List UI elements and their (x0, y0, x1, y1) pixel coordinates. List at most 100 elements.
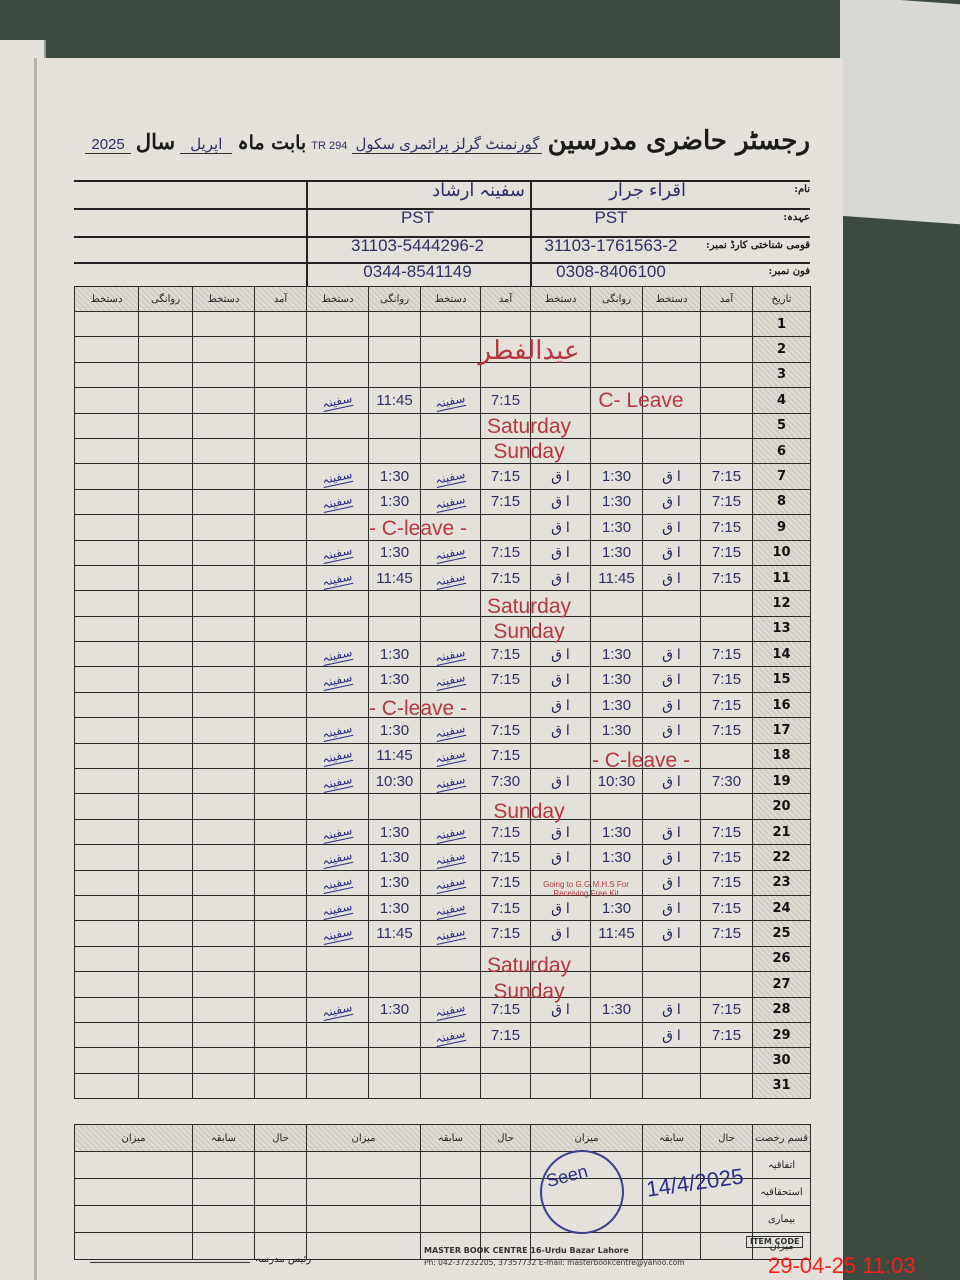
teacher-3-cell (138, 818, 193, 846)
teacher-1-arrival (700, 793, 753, 820)
teacher-1-departure (590, 1021, 643, 1049)
summary-cell (700, 1232, 753, 1260)
teacher-2-signature: سفینہ (321, 670, 354, 692)
teacher-2-departure-signature: سفینہ (306, 742, 369, 770)
teacher-1-departure-signature: ا ق (530, 666, 591, 693)
teacher-3-cell (74, 1072, 139, 1100)
teacher-2-signature: سفینہ (434, 873, 467, 895)
teacher-1-departure: 1:30 (590, 463, 643, 490)
month-value: اپریل (180, 136, 233, 154)
teacher-3-cell (192, 564, 255, 592)
teacher-1-arrival (700, 412, 753, 439)
summary-teacher-2-total: میزان (306, 1124, 421, 1152)
teacher-2-arrival-signature: سفینہ (420, 463, 481, 490)
teacher-1-departure-signature (530, 615, 591, 643)
teacher-1-departure-signature (530, 590, 591, 617)
teacher-1-name: اقراء جرار (609, 180, 686, 200)
table-row: سفینہ 11:45 سفینہ 7:15 ا ق 11:45 ا ق 7:15 25 (74, 920, 811, 947)
teacher-2-departure-signature: سفینہ (306, 641, 369, 668)
teacher-1-arrival-signature (642, 437, 701, 465)
teacher-3-cell (74, 463, 139, 490)
teacher-3-cell (138, 920, 193, 947)
teacher-2-signature: سفینہ (434, 543, 467, 565)
table-row: سفینہ 1:30 سفینہ 7:15 ا ق 1:30 ا ق 7:15 21 (74, 818, 811, 846)
teacher-2-signature: سفینہ (434, 746, 467, 768)
teacher-3-cell (74, 768, 139, 795)
teacher-2-arrival-signature: سفینہ (420, 641, 481, 668)
teacher-1-signature: ا ق (551, 772, 570, 789)
teacher-3-cell (192, 691, 255, 719)
teacher-2-arrival: 7:15 (480, 564, 531, 592)
photo-timestamp: 29-04-25 11:03 (768, 1253, 916, 1278)
teacher-2-departure: 1:30 (368, 641, 421, 668)
label-phone: فون نمبر: (768, 266, 810, 277)
teacher-1-signature: ا ق (551, 823, 570, 840)
column-header-signature: دستخط (642, 286, 701, 312)
teacher-2-signature: سفینہ (321, 847, 354, 869)
date-cell: 2 (752, 336, 811, 363)
teacher-3-cell (192, 514, 255, 541)
date-cell: 31 (752, 1072, 811, 1100)
teacher-3-cell (138, 514, 193, 541)
teacher-1-departure-signature (530, 387, 591, 414)
teacher-2-arrival-signature: سفینہ (420, 488, 481, 516)
year-value: 2025 (85, 136, 131, 154)
teacher-2-arrival (480, 945, 531, 973)
summary-cell (74, 1232, 193, 1260)
teacher-1-departure: 1:30 (590, 691, 643, 719)
summary-cell (480, 1232, 531, 1260)
teacher-3-cell (74, 818, 139, 846)
teacher-1-signature: ا ق (662, 848, 681, 865)
teacher-3-cell (74, 666, 139, 693)
teacher-2-signature: سفینہ (321, 644, 354, 666)
teacher-1-departure-signature (530, 1072, 591, 1100)
date-cell: 13 (752, 615, 811, 643)
date-cell: 25 (752, 920, 811, 947)
teacher-2-departure (368, 361, 421, 389)
teacher-2-arrival: 7:15 (480, 869, 531, 896)
teacher-1-departure (590, 869, 643, 896)
teacher-3-cell (254, 971, 307, 998)
teacher-2-signature: سفینہ (434, 1025, 467, 1047)
teacher-3-cell (192, 844, 255, 871)
summary-cell (530, 1151, 643, 1179)
teacher-1-departure-signature (530, 793, 591, 820)
teacher-2-departure-signature: سفینہ (306, 996, 369, 1023)
date-cell: 1 (752, 310, 811, 338)
teacher-2-arrival: 7:15 (480, 387, 531, 414)
teacher-2-departure (368, 412, 421, 439)
teacher-1-arrival: 7:15 (700, 996, 753, 1023)
column-header-signature: دستخط (530, 286, 591, 312)
teacher-2-signature: سفینہ (321, 390, 354, 412)
teacher-1-arrival-signature (642, 945, 701, 973)
teacher-3-cell (138, 1072, 193, 1100)
teacher-1-arrival: 7:15 (700, 1021, 753, 1049)
teacher-2-arrival-signature (420, 336, 481, 363)
info-divider (306, 180, 308, 286)
teacher-2-arrival (480, 793, 531, 820)
summary-cell (642, 1205, 701, 1233)
summary-cell (480, 1151, 531, 1179)
summary-row: بیماری (74, 1205, 811, 1233)
table-row: سفینہ 1:30 سفینہ 7:15 ا ق 7:15 23 (74, 869, 811, 896)
date-cell: 12 (752, 590, 811, 617)
teacher-3-cell (74, 945, 139, 973)
teacher-3-cell (74, 488, 139, 516)
teacher-1-departure-signature: ا ق (530, 564, 591, 592)
summary-cell (74, 1151, 193, 1179)
teacher-2-arrival-signature (420, 590, 481, 617)
teacher-1-signature: ا ق (662, 468, 681, 485)
teacher-1-departure: 1:30 (590, 539, 643, 566)
info-rule (74, 236, 810, 238)
teacher-3-cell (138, 310, 193, 338)
date-cell: 8 (752, 488, 811, 516)
summary-teacher-3-previous: سابقہ (192, 1124, 255, 1152)
teacher-1-arrival-signature: ا ق (642, 1021, 701, 1049)
teacher-1-arrival (700, 310, 753, 338)
info-divider (530, 180, 532, 286)
teacher-1-arrival-signature (642, 412, 701, 439)
table-row: سفینہ 11:45 سفینہ 7:15 4 (74, 387, 811, 414)
teacher-3-cell (192, 793, 255, 820)
date-cell: 9 (752, 514, 811, 541)
teacher-1-departure: 11:45 (590, 564, 643, 592)
